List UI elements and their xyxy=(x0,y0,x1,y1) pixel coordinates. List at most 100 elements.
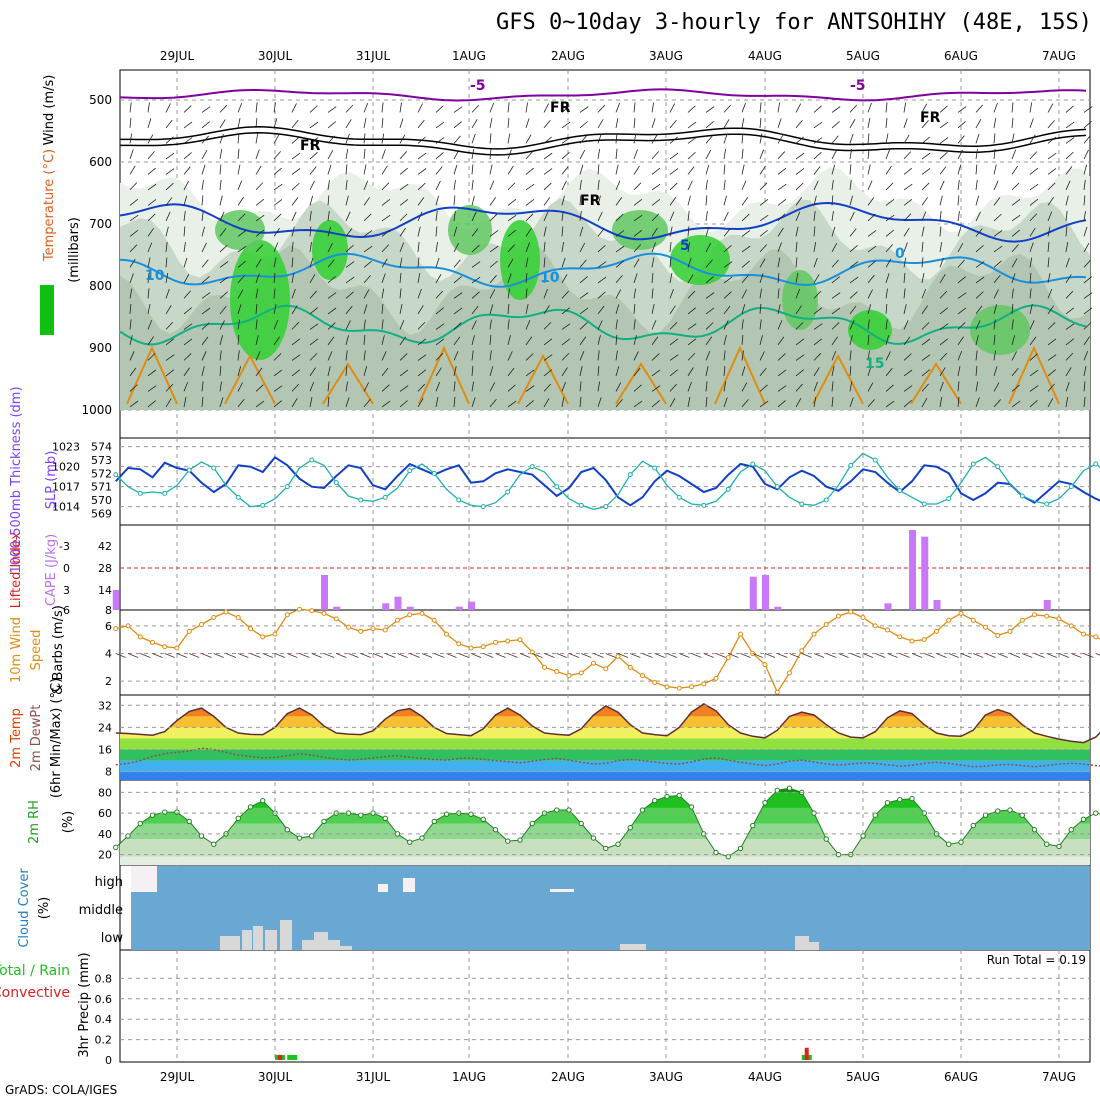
wind-barb xyxy=(507,303,510,314)
wind-barb xyxy=(237,260,246,268)
wind-barb xyxy=(579,351,585,361)
wind-barb xyxy=(561,180,567,191)
wind-barb xyxy=(507,258,514,268)
slp-marker xyxy=(309,457,315,463)
wind-barb xyxy=(957,195,960,206)
cloud-low-block xyxy=(242,930,252,950)
slp-marker xyxy=(946,496,952,502)
wind-barb-10m xyxy=(654,653,665,658)
wind-barb xyxy=(507,244,516,253)
cape-bar xyxy=(884,603,892,610)
wind-speed-marker xyxy=(150,639,155,645)
wind-speed-marker xyxy=(566,673,572,679)
cloud-low-label: low xyxy=(101,931,124,946)
wind-barb xyxy=(489,230,499,237)
cloud-high-block xyxy=(131,866,157,892)
rh-marker xyxy=(737,845,744,852)
rh-marker xyxy=(162,809,168,815)
cape-axis-label: CAPE (J/kg) xyxy=(44,534,59,606)
wind-barb xyxy=(651,118,656,129)
wind-barb xyxy=(939,180,945,191)
wind-barb xyxy=(831,351,837,361)
wind-barb xyxy=(723,211,729,222)
wind-barb xyxy=(741,399,749,408)
wind-barb xyxy=(471,244,480,253)
wind-barb-10m xyxy=(593,653,604,658)
wind-barb xyxy=(849,245,858,253)
wind-barb-10m xyxy=(924,653,935,658)
wind-barb xyxy=(147,369,157,377)
rh-marker xyxy=(909,795,915,802)
wind-barb xyxy=(237,196,244,206)
wind-barb xyxy=(633,335,637,346)
wind-barb xyxy=(1011,303,1014,314)
wind-barb xyxy=(993,399,1001,408)
wind-barb xyxy=(543,211,549,222)
wind-barb xyxy=(723,164,726,175)
wind-barb xyxy=(399,213,408,222)
wind-barb-10m xyxy=(801,653,812,658)
wind-barb xyxy=(399,242,405,253)
wind-barb xyxy=(831,259,839,268)
wind-barb xyxy=(903,183,913,191)
precip-axis-label: 3hr Precip (mm) xyxy=(77,952,92,1057)
wind-barb xyxy=(1065,396,1069,407)
wind-barb-10m xyxy=(532,653,543,658)
wind-barb xyxy=(237,148,240,159)
rh-marker xyxy=(492,827,499,833)
rh-marker xyxy=(823,836,829,842)
wind-barb xyxy=(399,304,403,314)
wind-barb xyxy=(723,195,727,206)
wind-barb xyxy=(381,149,386,160)
wind-barb xyxy=(1011,335,1016,346)
wind-barb xyxy=(1083,121,1092,129)
wind-barb xyxy=(993,289,999,299)
wind-speed-marker xyxy=(958,610,964,616)
wind-barb xyxy=(813,367,820,377)
wind-barb xyxy=(543,272,547,283)
precip-tick-label: 0.6 xyxy=(95,993,113,1006)
wind-barb xyxy=(309,290,317,299)
wind-barb-10m xyxy=(152,653,163,658)
wind-barb xyxy=(561,166,569,175)
rh-marker xyxy=(407,839,413,845)
contour-minus5 xyxy=(119,201,1087,243)
wind-barb xyxy=(543,369,553,377)
wind-barb xyxy=(723,261,733,268)
precip-tick-label: 0.4 xyxy=(95,1013,113,1026)
wind-barb xyxy=(417,182,426,191)
wind-speed-marker xyxy=(823,621,829,627)
pressure-tick-label: 800 xyxy=(89,279,112,293)
bottom-date-label: 2AUG xyxy=(551,1070,585,1084)
wind-barb xyxy=(579,322,588,330)
wind-barb xyxy=(705,149,712,160)
wind-barb xyxy=(363,366,368,377)
wind-speed-marker xyxy=(137,634,143,640)
wind-barb xyxy=(507,288,511,299)
wind-barb xyxy=(597,350,600,361)
wind-barb xyxy=(327,276,336,284)
wind-barb xyxy=(993,164,997,175)
wind-barb xyxy=(939,105,948,113)
wind-barb xyxy=(849,276,859,284)
wind-barb xyxy=(399,199,409,206)
wind-barb xyxy=(345,228,353,237)
wind-barb xyxy=(957,259,965,268)
wind-barb xyxy=(993,334,996,345)
wind-barb xyxy=(1083,336,1090,346)
wind-barb xyxy=(957,210,960,221)
chart-title: GFS 0~10day 3-hourly for ANTSOHIHY (48E,… xyxy=(495,10,1092,35)
wind-barb xyxy=(633,214,643,222)
wind-barb xyxy=(435,166,443,175)
wind-barb xyxy=(1011,199,1021,206)
wind-barb xyxy=(741,319,744,330)
wind-barb xyxy=(489,245,499,253)
wind-barb xyxy=(651,272,654,283)
wind-barb xyxy=(399,118,404,129)
wind-barb xyxy=(561,307,571,315)
wind-barb xyxy=(615,275,623,284)
wind-barb xyxy=(471,320,477,330)
wind-barb xyxy=(705,164,710,175)
wind-barb xyxy=(1083,292,1093,299)
wind-barb xyxy=(939,352,948,361)
